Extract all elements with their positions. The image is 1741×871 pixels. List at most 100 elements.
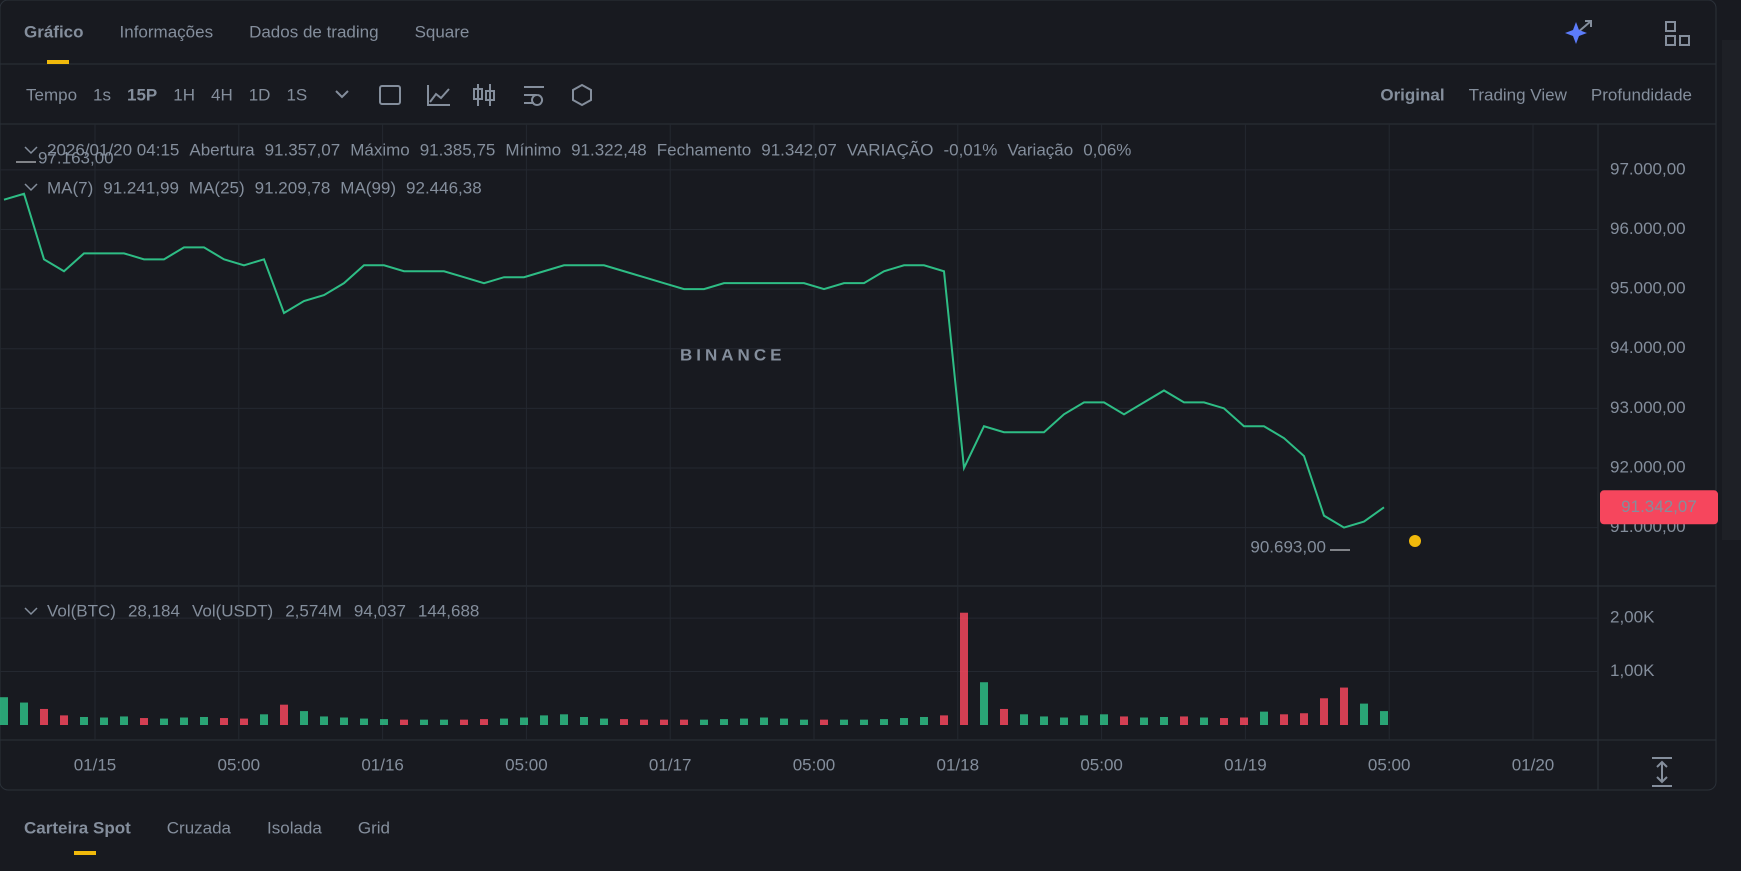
ohlc-label: Fechamento	[657, 140, 752, 159]
ohlc-value: 0,06%	[1083, 140, 1131, 159]
volume-bar	[1360, 703, 1368, 725]
y-tick-label: 2,00K	[1610, 608, 1655, 627]
tab[interactable]: Dados de trading	[249, 22, 378, 41]
view-button[interactable]: Profundidade	[1591, 85, 1692, 104]
volume-bar	[20, 702, 28, 725]
volume-bar	[920, 716, 928, 725]
dropdown-icon[interactable]	[335, 90, 349, 99]
volume-bar	[1140, 717, 1148, 725]
x-tick-label: 01/18	[937, 755, 980, 774]
volume-bar	[460, 719, 468, 725]
x-tick-label: 05:00	[793, 755, 836, 774]
x-tick-label: 05:00	[1368, 755, 1411, 774]
bottom-panel	[0, 793, 1716, 871]
tab[interactable]: Square	[415, 22, 470, 41]
volume-bar	[840, 719, 848, 725]
icon[interactable]	[473, 84, 495, 106]
tab-underline	[47, 60, 69, 64]
y-tick-label: 97.000,00	[1610, 159, 1686, 178]
volume-bar	[780, 718, 788, 725]
volume-label: Vol(BTC)	[47, 601, 116, 620]
interval-button[interactable]: 4H	[211, 85, 233, 104]
volume-bar	[100, 717, 108, 725]
volume-bar	[900, 718, 908, 725]
volume-bar	[220, 718, 228, 725]
volume-bar	[640, 719, 648, 725]
volume-value: 28,184	[128, 601, 180, 620]
ohlc-value: 91.322,48	[571, 140, 647, 159]
interval-button[interactable]: 1H	[173, 85, 195, 104]
bottom-tab[interactable]: Grid	[358, 818, 390, 837]
volume-bar	[480, 719, 488, 725]
ai-icon[interactable]	[1565, 22, 1587, 44]
view-button[interactable]: Trading View	[1469, 85, 1568, 104]
ohlc-label: VARIAÇÃO	[847, 140, 934, 159]
tab[interactable]: Gráfico	[24, 22, 84, 41]
toolbar-label: Tempo	[26, 85, 77, 104]
y-tick-label: 96.000,00	[1610, 219, 1686, 238]
volume-bar	[960, 612, 968, 725]
interval-button[interactable]: 1s	[93, 85, 111, 104]
alert-dot[interactable]	[1409, 535, 1421, 547]
last-price-label: 91.342,07	[1621, 497, 1697, 516]
bottom-tab[interactable]: Isolada	[267, 818, 322, 837]
volume-bar	[1000, 708, 1008, 725]
layout-icon[interactable]	[1665, 21, 1676, 32]
volume-bar	[620, 719, 628, 725]
x-tick-label: 01/19	[1224, 755, 1267, 774]
volume-bar	[700, 719, 708, 725]
volume-bar	[140, 718, 148, 725]
volume-bar	[420, 719, 428, 725]
x-tick-label: 05:00	[1080, 755, 1123, 774]
interval-button[interactable]: 1S	[286, 85, 307, 104]
volume-bar	[80, 716, 88, 725]
view-button[interactable]: Original	[1380, 85, 1444, 104]
volume-bar	[1260, 711, 1268, 725]
volume-bar	[1220, 718, 1228, 725]
volume-bar	[1180, 716, 1188, 725]
interval-button[interactable]: 1D	[249, 85, 271, 104]
collapse-icon[interactable]	[24, 607, 38, 616]
volume-bar	[1160, 716, 1168, 725]
watermark: BINANCE	[680, 345, 785, 364]
interval-button[interactable]: 15P	[127, 85, 157, 104]
y-tick-label: 93.000,00	[1610, 398, 1686, 417]
layout-icon[interactable]	[1679, 35, 1690, 46]
x-tick-label: 01/15	[74, 755, 117, 774]
collapse-icon[interactable]	[24, 146, 38, 155]
ma-value: 91.241,99	[103, 178, 179, 197]
tab-underline	[74, 851, 96, 855]
volume-bar	[380, 719, 388, 725]
volume-bar	[740, 718, 748, 725]
ohlc-label: Variação	[1007, 140, 1073, 159]
volume-bar	[1020, 714, 1028, 725]
volume-bar	[580, 716, 588, 725]
bottom-tab[interactable]: Carteira Spot	[24, 818, 131, 837]
bottom-tab[interactable]: Cruzada	[167, 818, 232, 837]
icon[interactable]	[379, 85, 401, 105]
y-tick-label: 92.000,00	[1610, 457, 1686, 476]
scale-icon[interactable]	[1652, 757, 1672, 787]
icon[interactable]	[427, 85, 450, 106]
volume-bar	[1340, 687, 1348, 725]
x-tick-label: 01/16	[361, 755, 404, 774]
side-strip	[1722, 40, 1741, 540]
volume-bar	[400, 719, 408, 725]
volume-ma: 144,688	[418, 601, 479, 620]
ma-label: MA(99)	[340, 178, 396, 197]
ohlc-value: 91.385,75	[420, 140, 496, 159]
ma-value: 92.446,38	[406, 178, 482, 197]
layout-icon[interactable]	[1665, 35, 1676, 46]
volume-bar	[500, 718, 508, 725]
volume-bar	[320, 716, 328, 725]
icon[interactable]	[524, 86, 544, 106]
chart-panel	[0, 0, 1717, 791]
icon[interactable]	[572, 83, 592, 107]
datetime: 2026/01/20 04:15	[47, 140, 179, 159]
volume-bar	[980, 682, 988, 725]
volume-bar	[860, 719, 868, 725]
collapse-icon[interactable]	[24, 183, 38, 192]
tab[interactable]: Informações	[120, 22, 214, 41]
